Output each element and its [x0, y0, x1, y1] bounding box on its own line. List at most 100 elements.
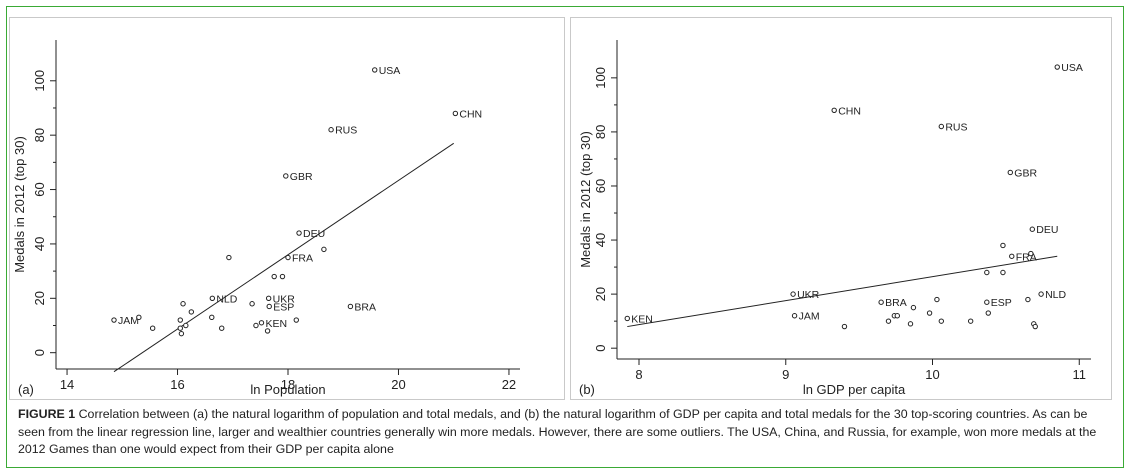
data-point: [1000, 242, 1006, 249]
point-label-jam: JAM: [799, 311, 820, 323]
data-point: [878, 299, 884, 305]
point-label-fra: FRA: [1016, 251, 1037, 263]
y-tick-label: 80: [32, 128, 47, 142]
data-point: [149, 325, 156, 331]
data-point: [1009, 253, 1015, 259]
data-point: [347, 303, 354, 310]
data-point: [1038, 291, 1044, 297]
data-point: [984, 269, 990, 276]
y-tick-label: 20: [32, 291, 47, 305]
data-point: [271, 273, 277, 280]
data-point: [372, 67, 378, 73]
x-tick-label: 11: [1073, 367, 1087, 382]
data-point: [907, 321, 914, 327]
panel-label: (a): [18, 382, 34, 397]
y-tick-label: 20: [593, 287, 608, 301]
data-point: [1029, 226, 1036, 232]
chart-panel-b: 0 20 40 60 80 100 8 9 10 11 Medals in 2012 (top 30…: [570, 17, 1112, 400]
data-point: [111, 317, 117, 323]
point-label-jam: JAM: [118, 315, 139, 327]
point-label-gbr: GBR: [1014, 167, 1037, 179]
x-tick-label: 16: [170, 377, 184, 392]
point-label-esp: ESP: [991, 297, 1012, 309]
data-point: [279, 273, 286, 280]
data-point: [1054, 64, 1060, 70]
data-point: [894, 313, 900, 319]
point-label-ken: KEN: [631, 313, 653, 325]
y-tick-label: 40: [593, 233, 608, 247]
point-label-bra: BRA: [885, 297, 907, 309]
data-point: [967, 318, 974, 324]
data-point: [926, 310, 933, 316]
point-label-deu: DEU: [1036, 224, 1058, 236]
data-point: [624, 315, 630, 322]
data-point: [266, 303, 272, 310]
data-point: [219, 325, 225, 331]
data-point: [188, 309, 195, 315]
point-label-ken: KEN: [265, 318, 287, 330]
point-label-usa: USA: [1061, 62, 1083, 74]
point-label-gbr: GBR: [290, 171, 313, 183]
data-point: [984, 299, 990, 305]
data-point: [226, 254, 232, 261]
point-label-nld: NLD: [216, 293, 237, 305]
data-point: [293, 317, 299, 323]
scatter-plot-a: 0 20 40 60 80 100 14 16 18 20 22 Medals in 2012 (to…: [12, 40, 520, 397]
x-tick-label: 10: [925, 367, 939, 382]
data-point: [790, 291, 796, 297]
data-point: [253, 322, 259, 329]
data-point: [910, 304, 917, 311]
caption-text: Correlation between (a) the natural loga…: [18, 407, 1097, 456]
scatter-plot-b: 0 20 40 60 80 100 8 9 10 11 Medals in 2012 (top 30…: [578, 40, 1091, 397]
y-tick-label: 100: [32, 70, 47, 92]
x-tick-label: 20: [391, 377, 405, 392]
x-tick-label: 18: [281, 377, 295, 392]
y-tick-label: 40: [32, 237, 47, 251]
data-point: [791, 313, 798, 319]
x-tick-label: 22: [502, 377, 516, 392]
point-label-esp: ESP: [273, 301, 294, 313]
data-point: [938, 123, 945, 130]
point-label-fra: FRA: [292, 253, 313, 265]
x-tick-label: 9: [782, 367, 789, 382]
y-tick-label: 0: [32, 349, 47, 356]
chart-panel-a: 0 20 40 60 80 100 14 16 18 20 22 Medals in 2012 (to…: [9, 17, 565, 400]
x-axis-label: ln GDP per capita: [803, 382, 906, 397]
data-point: [1007, 169, 1013, 176]
figure-caption: FIGURE 1 Correlation between (a) the nat…: [18, 406, 1113, 459]
data-point: [283, 173, 289, 179]
data-point: [178, 330, 185, 337]
data-point: [934, 296, 940, 303]
point-label-chn: CHN: [459, 108, 482, 120]
data-point: [177, 317, 183, 323]
data-point: [321, 246, 327, 253]
point-label-ukr: UKR: [797, 289, 820, 301]
y-axis-label: Medals in 2012 (top 30): [12, 136, 27, 273]
data-point: [209, 295, 216, 302]
data-point: [180, 301, 186, 307]
x-tick-label: 8: [635, 367, 642, 382]
data-point: [136, 314, 142, 321]
y-tick-label: 60: [32, 182, 47, 196]
data-point: [265, 295, 272, 302]
point-label-chn: CHN: [838, 105, 861, 117]
data-point: [1000, 269, 1006, 276]
point-label-usa: USA: [379, 65, 401, 77]
data-point: [209, 314, 215, 321]
figure-frame: [6, 6, 1124, 468]
data-point: [885, 318, 892, 324]
point-label-rus: RUS: [945, 122, 967, 134]
point-label-deu: DEU: [303, 228, 325, 240]
point-label-bra: BRA: [354, 301, 376, 313]
x-tick-label: 14: [60, 377, 74, 392]
point-label-nld: NLD: [1045, 289, 1066, 301]
data-point: [1032, 323, 1038, 330]
data-point: [938, 318, 945, 324]
data-point: [285, 254, 291, 261]
data-point: [1028, 250, 1034, 257]
data-point: [296, 230, 302, 236]
y-axis-label: Medals in 2012 (top 30): [578, 131, 593, 268]
data-point: [841, 323, 848, 330]
y-tick-label: 100: [593, 67, 608, 89]
data-point: [183, 322, 189, 329]
